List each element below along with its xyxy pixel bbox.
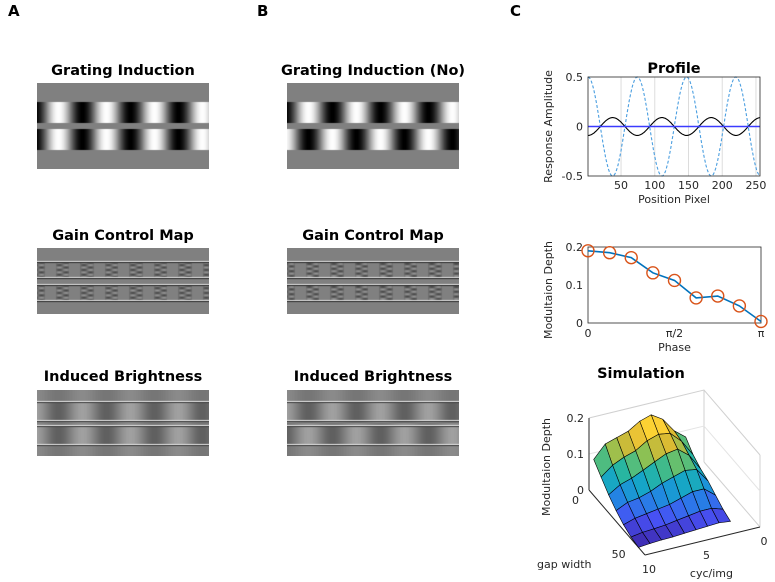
- surface-cyctick-label: 0: [761, 535, 768, 548]
- profile-ytick-label: -0.5: [562, 170, 583, 183]
- surface-cyc-axis: [644, 526, 761, 556]
- phase-series-line: [587, 250, 762, 323]
- surface-gaptick-label: 0: [572, 494, 579, 507]
- phase-ytick-label: 0.1: [566, 279, 584, 292]
- phase-data-marker: [581, 244, 595, 258]
- gain-control-map-image-b: [287, 248, 459, 314]
- surface-patch: [630, 532, 651, 548]
- profile-xtick-label: 50: [614, 179, 628, 192]
- title-gain-b: Gain Control Map: [302, 228, 444, 244]
- phase-data-marker: [711, 289, 725, 303]
- surface-gap-axis: [588, 489, 646, 556]
- profile-series-stimulus: [587, 76, 761, 177]
- profile-xtick-label: 150: [678, 179, 699, 192]
- phase-xtick-label: π: [758, 327, 765, 340]
- phase-data-marker: [754, 314, 768, 329]
- phase-data-marker: [646, 266, 660, 280]
- phase-xlabel: Phase: [658, 341, 691, 354]
- surface-gaptick-label: 50: [612, 548, 626, 561]
- grating-induction-image-a: [37, 83, 209, 169]
- profile-axes-box: [587, 76, 761, 177]
- surface-cyctick-label: 10: [642, 563, 656, 576]
- phase-xtick-label: π/2: [666, 327, 683, 340]
- induced-brightness-image-b: [287, 390, 459, 456]
- phase-ytick-label: 0: [576, 317, 583, 330]
- title-gain-a: Gain Control Map: [52, 228, 194, 244]
- profile-title: Profile: [647, 61, 700, 77]
- phase-ylabel: Modultaion Depth: [542, 241, 555, 339]
- title-brightness-a: Induced Brightness: [43, 369, 203, 385]
- panel-label-b: B: [257, 2, 269, 20]
- profile-ytick-label: 0: [576, 121, 583, 134]
- surface-ztick-label: 0: [577, 484, 584, 497]
- surface-cyctick-label: 5: [703, 549, 710, 562]
- surface-ylabel: gap width: [537, 558, 592, 571]
- profile-xtick-label: 250: [745, 179, 766, 192]
- phase-ytick-label: 0.2: [566, 241, 584, 254]
- profile-xtick-label: 100: [644, 179, 665, 192]
- phase-axes-box: [587, 246, 762, 324]
- profile-ylabel: Response Amplitude: [542, 70, 555, 183]
- induced-brightness-image-a: [37, 390, 209, 456]
- profile-xlabel: Position Pixel: [638, 193, 710, 206]
- surface-title: Simulation: [597, 366, 685, 382]
- title-brightness-b: Induced Brightness: [293, 369, 453, 385]
- phase-data-marker: [689, 291, 703, 305]
- phase-data-marker: [602, 245, 617, 260]
- phase-data-marker: [624, 250, 638, 265]
- surface-zlabel: Modultaion Depth: [540, 418, 553, 516]
- profile-xtick-label: 200: [712, 179, 733, 192]
- title-grating-b: Grating Induction (No): [280, 63, 466, 79]
- phase-xtick-label: 0: [585, 327, 592, 340]
- surface-ztick-label: 0.1: [567, 448, 585, 461]
- surface-back-edge: [703, 461, 761, 528]
- phase-data-marker: [732, 299, 747, 313]
- phase-data-marker: [667, 273, 682, 288]
- title-grating-a: Grating Induction: [51, 63, 195, 79]
- surface-ztick-label: 0.2: [567, 412, 585, 425]
- grating-induction-image-b: [287, 83, 459, 169]
- gain-control-map-image-a: [37, 248, 209, 314]
- panel-label-c: C: [510, 2, 522, 20]
- panel-label-a: A: [8, 2, 20, 20]
- surface-xlabel: cyc/img: [690, 567, 733, 580]
- profile-ytick-label: 0.5: [566, 71, 584, 84]
